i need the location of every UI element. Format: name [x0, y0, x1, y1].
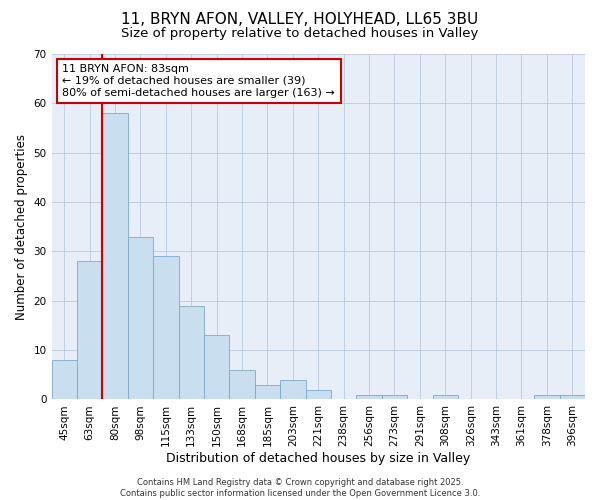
Bar: [229, 370, 255, 400]
Y-axis label: Number of detached properties: Number of detached properties: [15, 134, 28, 320]
Text: 11 BRYN AFON: 83sqm
← 19% of detached houses are smaller (39)
80% of semi-detach: 11 BRYN AFON: 83sqm ← 19% of detached ho…: [62, 64, 335, 98]
Bar: [280, 380, 305, 400]
Bar: [433, 394, 458, 400]
Text: Size of property relative to detached houses in Valley: Size of property relative to detached ho…: [121, 28, 479, 40]
Text: 11, BRYN AFON, VALLEY, HOLYHEAD, LL65 3BU: 11, BRYN AFON, VALLEY, HOLYHEAD, LL65 3B…: [121, 12, 479, 28]
Text: Contains HM Land Registry data © Crown copyright and database right 2025.
Contai: Contains HM Land Registry data © Crown c…: [120, 478, 480, 498]
Bar: [560, 394, 585, 400]
Bar: [382, 394, 407, 400]
Bar: [77, 262, 103, 400]
Bar: [52, 360, 77, 400]
Bar: [128, 236, 153, 400]
Bar: [356, 394, 382, 400]
Bar: [534, 394, 560, 400]
Bar: [179, 306, 204, 400]
Bar: [103, 113, 128, 400]
Bar: [153, 256, 179, 400]
Bar: [204, 336, 229, 400]
Bar: [305, 390, 331, 400]
X-axis label: Distribution of detached houses by size in Valley: Distribution of detached houses by size …: [166, 452, 470, 465]
Bar: [255, 384, 280, 400]
